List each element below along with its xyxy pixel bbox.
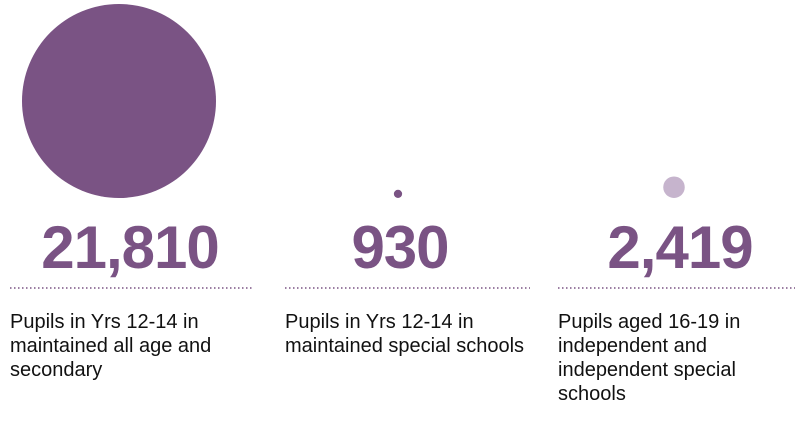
bubble bbox=[663, 176, 685, 199]
value-label: 2,419 bbox=[607, 214, 752, 281]
category-label: Pupils in Yrs 12-14 in maintained specia… bbox=[285, 311, 525, 357]
category-label: Pupils aged 16-19 in independent and ind… bbox=[558, 311, 741, 405]
value-label: 930 bbox=[351, 214, 448, 281]
bubble bbox=[22, 4, 216, 198]
bubble bbox=[393, 189, 403, 199]
category-label: Pupils in Yrs 12-14 in maintained all ag… bbox=[10, 311, 212, 381]
value-label: 21,810 bbox=[41, 214, 219, 281]
